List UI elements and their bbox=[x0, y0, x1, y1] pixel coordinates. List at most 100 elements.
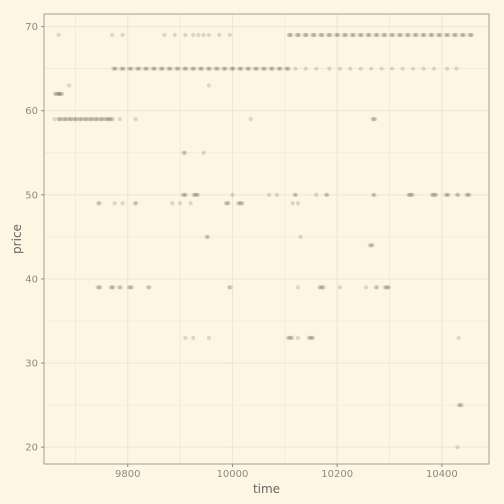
data-point bbox=[94, 117, 99, 122]
data-point bbox=[191, 192, 196, 197]
data-point bbox=[369, 66, 374, 71]
data-point bbox=[260, 66, 265, 71]
data-point bbox=[178, 201, 183, 206]
data-point bbox=[112, 201, 117, 206]
data-point bbox=[52, 117, 57, 122]
data-point bbox=[370, 117, 375, 122]
y-tick-label: 20 bbox=[25, 443, 38, 454]
data-point bbox=[287, 335, 292, 340]
data-point bbox=[175, 66, 180, 71]
data-point bbox=[383, 32, 388, 38]
data-point bbox=[68, 117, 73, 122]
data-point bbox=[95, 285, 100, 290]
data-point bbox=[96, 201, 101, 206]
data-point bbox=[374, 32, 379, 38]
data-point bbox=[456, 335, 461, 340]
data-point bbox=[230, 192, 235, 197]
data-point bbox=[311, 335, 316, 340]
data-point bbox=[191, 32, 196, 38]
data-point bbox=[83, 117, 88, 122]
data-point bbox=[62, 117, 68, 122]
data-point bbox=[182, 192, 187, 197]
data-point bbox=[391, 32, 396, 38]
data-point bbox=[308, 335, 313, 340]
data-point bbox=[183, 66, 188, 71]
data-point bbox=[252, 66, 257, 71]
data-point bbox=[298, 234, 303, 239]
data-point bbox=[113, 66, 119, 71]
data-point bbox=[208, 66, 213, 71]
data-point bbox=[344, 32, 349, 38]
data-point bbox=[228, 66, 234, 71]
data-point bbox=[206, 335, 212, 340]
data-point bbox=[290, 335, 295, 340]
data-point bbox=[446, 32, 451, 38]
data-point bbox=[56, 117, 61, 122]
data-point bbox=[117, 117, 123, 122]
data-point bbox=[248, 117, 253, 122]
data-point bbox=[109, 285, 115, 290]
data-point bbox=[52, 91, 58, 97]
data-point bbox=[244, 66, 249, 71]
data-point bbox=[246, 66, 251, 71]
data-point bbox=[172, 32, 177, 38]
data-point bbox=[456, 192, 461, 197]
data-point bbox=[100, 117, 106, 122]
data-point bbox=[335, 32, 340, 38]
data-point bbox=[415, 32, 420, 38]
data-point bbox=[297, 32, 302, 38]
data-point bbox=[66, 117, 71, 122]
data-point bbox=[134, 201, 139, 206]
data-point bbox=[188, 201, 193, 206]
data-point bbox=[181, 66, 187, 71]
data-point bbox=[445, 192, 450, 197]
data-point bbox=[365, 32, 370, 38]
data-point bbox=[372, 32, 378, 38]
data-point bbox=[61, 117, 66, 122]
data-point bbox=[360, 32, 365, 38]
data-point bbox=[369, 243, 374, 248]
data-point bbox=[226, 201, 231, 206]
data-point bbox=[305, 32, 310, 38]
data-points bbox=[52, 32, 475, 450]
data-point bbox=[421, 66, 426, 71]
data-point bbox=[446, 192, 451, 197]
data-point bbox=[410, 66, 416, 71]
data-point bbox=[406, 192, 411, 197]
data-point bbox=[379, 66, 384, 71]
data-point bbox=[158, 66, 163, 71]
data-point bbox=[443, 192, 448, 197]
data-point bbox=[422, 32, 428, 38]
data-point bbox=[317, 32, 323, 38]
data-point bbox=[162, 32, 167, 38]
data-point bbox=[176, 66, 181, 71]
data-point bbox=[407, 32, 412, 38]
data-point bbox=[459, 403, 464, 408]
data-point bbox=[132, 201, 138, 206]
data-point bbox=[183, 32, 188, 38]
data-point bbox=[278, 66, 284, 71]
data-point bbox=[420, 32, 425, 38]
data-point bbox=[337, 66, 342, 71]
data-point bbox=[129, 285, 134, 290]
data-point bbox=[285, 335, 291, 340]
y-tick-label: 50 bbox=[25, 190, 38, 201]
data-point bbox=[111, 66, 116, 71]
data-point bbox=[306, 335, 311, 340]
data-point bbox=[128, 66, 133, 71]
data-point bbox=[443, 32, 448, 38]
data-point bbox=[223, 201, 228, 206]
data-point bbox=[274, 192, 280, 197]
plot-frame bbox=[43, 13, 490, 465]
data-point bbox=[183, 335, 188, 340]
data-point bbox=[184, 66, 189, 71]
data-point bbox=[292, 192, 297, 197]
data-point bbox=[314, 192, 319, 197]
data-point bbox=[151, 66, 157, 71]
y-tick-label: 70 bbox=[25, 22, 38, 33]
data-point bbox=[142, 66, 147, 71]
data-point bbox=[205, 234, 211, 239]
data-point bbox=[318, 285, 323, 290]
data-point bbox=[167, 66, 172, 71]
